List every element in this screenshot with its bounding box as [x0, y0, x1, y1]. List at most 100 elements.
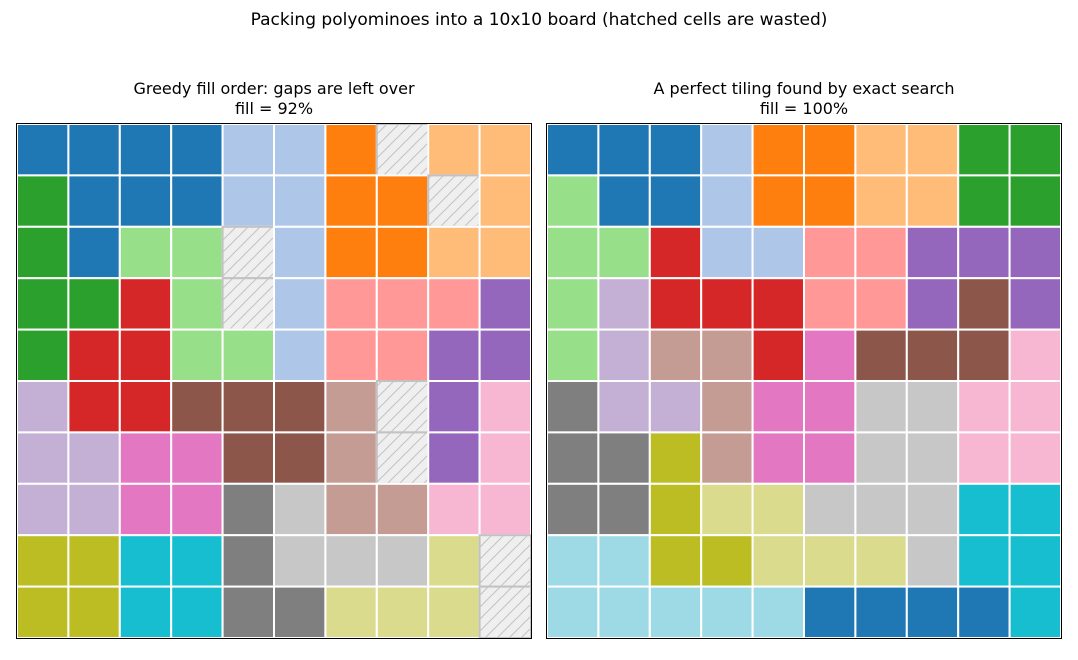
polyomino-cell	[751, 534, 806, 588]
polyomino-cell	[273, 534, 327, 588]
polyomino-cell	[597, 482, 651, 537]
polyomino-cell	[478, 277, 533, 331]
polyomino-cell	[16, 225, 70, 280]
polyomino-cell	[427, 380, 481, 434]
polyomino-cell	[427, 585, 481, 640]
polyomino-cell	[16, 534, 70, 588]
polyomino-cell	[118, 328, 173, 383]
polyomino-cell	[16, 380, 70, 434]
polyomino-cell	[546, 328, 600, 383]
board-frame	[16, 123, 532, 639]
polyomino-cell	[854, 431, 908, 485]
polyomino-cell	[16, 482, 70, 537]
polyomino-cell	[67, 431, 121, 485]
polyomino-cell	[1008, 277, 1063, 331]
wasted-cell	[375, 123, 430, 177]
polyomino-cell	[1008, 482, 1063, 537]
polyomino-cell	[221, 328, 276, 383]
polyomino-cell	[273, 123, 327, 177]
wasted-cell	[375, 380, 430, 434]
polyomino-cell	[324, 123, 378, 177]
polyomino-cell	[597, 534, 651, 588]
polyomino-cell	[273, 277, 327, 331]
polyomino-cell	[273, 380, 327, 434]
polyomino-cell	[427, 328, 481, 383]
polyomino-cell	[273, 174, 327, 228]
polyomino-cell	[478, 328, 533, 383]
polyomino-cell	[170, 328, 224, 383]
greedy-board	[16, 123, 533, 640]
polyomino-cell	[957, 534, 1011, 588]
polyomino-cell	[957, 174, 1011, 228]
polyomino-cell	[427, 123, 481, 177]
polyomino-cell	[546, 585, 600, 640]
polyomino-cell	[273, 585, 327, 640]
polyomino-cell	[905, 174, 960, 228]
polyomino-cell	[803, 380, 857, 434]
polyomino-cell	[324, 431, 378, 485]
polyomino-cell	[648, 174, 703, 228]
polyomino-cell	[648, 585, 703, 640]
polyomino-cell	[854, 123, 908, 177]
polyomino-cell	[597, 380, 651, 434]
board-frame	[546, 123, 1062, 639]
polyomino-cell	[427, 277, 481, 331]
polyomino-cell	[221, 585, 276, 640]
polyomino-cell	[546, 174, 600, 228]
polyomino-cell	[546, 123, 600, 177]
polyomino-cell	[273, 328, 327, 383]
polyomino-cell	[957, 328, 1011, 383]
polyomino-cell	[1008, 174, 1063, 228]
wasted-cell	[221, 277, 276, 331]
polyomino-cell	[67, 225, 121, 280]
left-chart-subtitle: fill = 92%	[234, 99, 314, 118]
polyomino-cell	[803, 174, 857, 228]
polyomino-cell	[1008, 328, 1063, 383]
polyomino-cell	[478, 482, 533, 537]
polyomino-cell	[905, 123, 960, 177]
polyomino-cell	[478, 123, 533, 177]
polyomino-cell	[597, 225, 651, 280]
right-chart-subtitle: fill = 100%	[759, 99, 849, 118]
polyomino-cell	[1008, 380, 1063, 434]
polyomino-cell	[16, 174, 70, 228]
wasted-cell	[478, 585, 533, 640]
polyomino-cell	[957, 277, 1011, 331]
polyomino-cell	[118, 585, 173, 640]
polyomino-cell	[170, 277, 224, 331]
polyomino-cell	[854, 328, 908, 383]
polyomino-cell	[1008, 123, 1063, 177]
polyomino-cell	[546, 431, 600, 485]
polyomino-cell	[854, 277, 908, 331]
polyomino-cell	[905, 482, 960, 537]
right-panel-title: A perfect tiling found by exact search f…	[546, 79, 1062, 119]
polyomino-cell	[478, 174, 533, 228]
polyomino-cell	[67, 380, 121, 434]
polyomino-cell	[118, 123, 173, 177]
polyomino-cell	[648, 431, 703, 485]
polyomino-cell	[375, 174, 430, 228]
polyomino-cell	[16, 328, 70, 383]
polyomino-cell	[854, 534, 908, 588]
polyomino-cell	[546, 482, 600, 537]
polyomino-cell	[648, 277, 703, 331]
polyomino-cell	[546, 534, 600, 588]
polyomino-cell	[324, 225, 378, 280]
polyomino-cell	[375, 277, 430, 331]
polyomino-cell	[854, 225, 908, 280]
polyomino-cell	[597, 277, 651, 331]
polyomino-cell	[803, 534, 857, 588]
polyomino-cell	[803, 431, 857, 485]
wasted-cell	[221, 225, 276, 280]
polyomino-cell	[957, 123, 1011, 177]
polyomino-cell	[118, 534, 173, 588]
polyomino-cell	[324, 174, 378, 228]
polyomino-cell	[221, 482, 276, 537]
polyomino-cell	[221, 431, 276, 485]
polyomino-cell	[700, 123, 754, 177]
polyomino-cell	[803, 482, 857, 537]
polyomino-cell	[751, 431, 806, 485]
polyomino-cell	[324, 328, 378, 383]
polyomino-cell	[67, 328, 121, 383]
polyomino-cell	[170, 482, 224, 537]
